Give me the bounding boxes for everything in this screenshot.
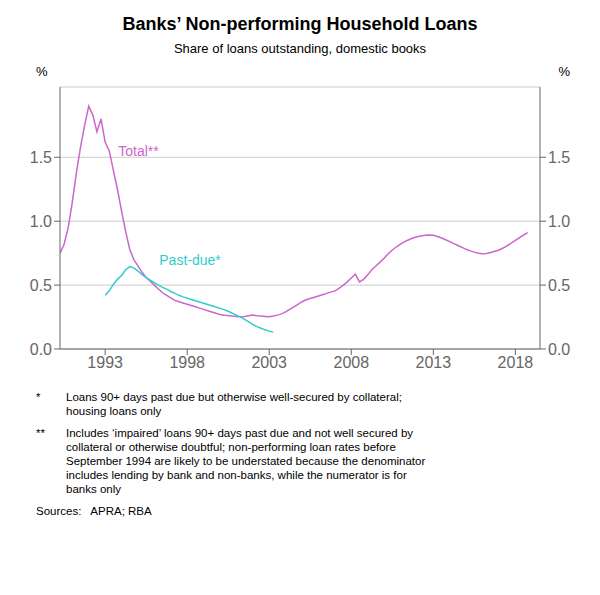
svg-text:1993: 1993 <box>87 354 123 371</box>
svg-text:2013: 2013 <box>416 354 452 371</box>
svg-text:0.5: 0.5 <box>548 277 570 294</box>
svg-text:0.5: 0.5 <box>30 277 52 294</box>
html-text:Share of loans outstanding, do: Share of loans outstanding, domestic boo… <box>173 41 427 56</box>
svg-text:0.0: 0.0 <box>548 341 570 358</box>
svg-text:2003: 2003 <box>251 354 287 371</box>
html-text:Loans 90+ days past due but ot: Loans 90+ days past due but otherwise we… <box>66 391 402 417</box>
html-text:Sources: APRA; RBA: Sources: APRA; RBA <box>36 505 152 517</box>
svg-text:1.0: 1.0 <box>30 213 52 230</box>
svg-text:1.5: 1.5 <box>30 149 52 166</box>
svg-text:2018: 2018 <box>498 354 534 371</box>
svg-text:1.5: 1.5 <box>548 149 570 166</box>
svg-text:2008: 2008 <box>333 354 369 371</box>
svg-text:1.0: 1.0 <box>548 213 570 230</box>
svg-text:1998: 1998 <box>169 354 205 371</box>
html-text:Includes ‘impaired’ loans 90+: Includes ‘impaired’ loans 90+ days past … <box>66 427 426 495</box>
svg-text:Past-due*: Past-due* <box>159 252 221 268</box>
html-text:Banks’ Non-performing Househol: Banks’ Non-performing Household Loans <box>122 14 478 34</box>
svg-text:0.0: 0.0 <box>30 341 52 358</box>
svg-text:Total**: Total** <box>118 143 159 159</box>
